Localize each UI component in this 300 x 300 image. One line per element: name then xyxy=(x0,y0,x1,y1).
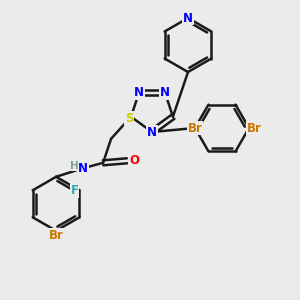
Text: F: F xyxy=(70,184,79,197)
Text: O: O xyxy=(129,154,139,167)
Text: Br: Br xyxy=(188,122,202,134)
Text: N: N xyxy=(78,162,88,175)
Text: Br: Br xyxy=(247,122,261,134)
Text: Br: Br xyxy=(49,229,64,242)
Text: N: N xyxy=(160,86,170,99)
Text: H: H xyxy=(70,161,79,171)
Text: N: N xyxy=(134,86,144,99)
Text: N: N xyxy=(147,125,157,139)
Text: N: N xyxy=(183,11,193,25)
Text: S: S xyxy=(125,112,133,125)
